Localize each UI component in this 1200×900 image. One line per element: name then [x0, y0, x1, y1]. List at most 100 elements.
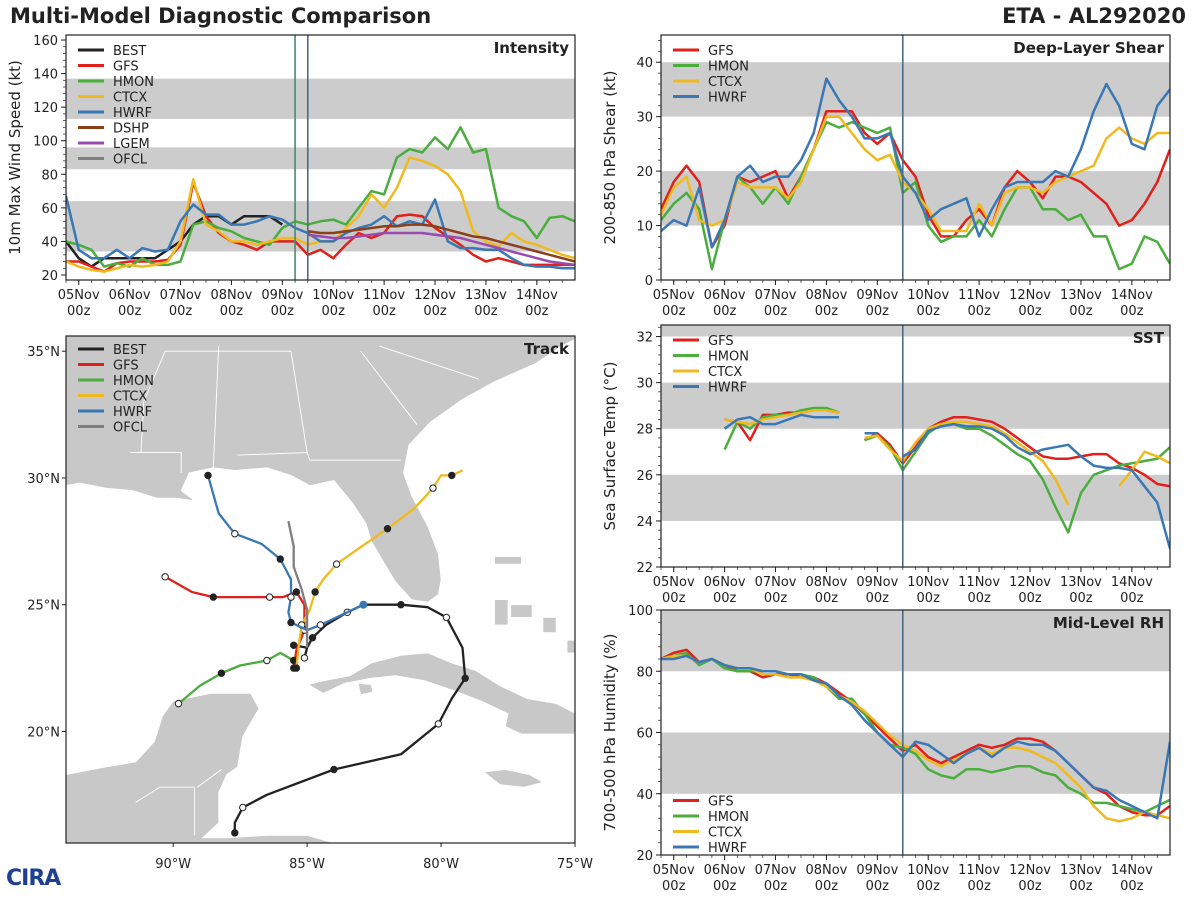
x-tick-label: 09Nov [856, 575, 898, 590]
state-border [140, 351, 166, 453]
state-border [360, 350, 418, 425]
legend-label-hwrf: HWRF [708, 841, 747, 856]
lat-tick-label: 30°N [27, 472, 60, 487]
land-central-america [66, 693, 335, 843]
track-point-best [434, 720, 443, 728]
x-tick-label: 14Nov [1111, 288, 1153, 303]
y-tick-label: 160 [33, 34, 58, 49]
series-line-gfs [661, 109, 1170, 249]
series-line-dshp [307, 223, 575, 263]
x-tick-sublabel: 00z [866, 591, 890, 606]
y-tick-label: 120 [33, 101, 58, 116]
y-tick-label: 80 [636, 665, 653, 680]
series-line-hmon [661, 120, 1170, 271]
panel-title: SST [1133, 329, 1165, 347]
track-point-best [442, 613, 451, 622]
x-tick-label: 07Nov [160, 288, 202, 303]
track-point-gfs [161, 573, 169, 581]
legend-label-lgem: LGEM [113, 137, 150, 152]
track-point-ctcx [292, 664, 301, 672]
lon-tick-label: 75°W [557, 857, 593, 872]
y-tick-label: 20 [636, 849, 653, 864]
y-tick-label: 40 [636, 788, 653, 803]
x-tick-label: 08Nov [805, 288, 847, 303]
x-tick-sublabel: 00z [67, 304, 91, 319]
x-tick-label: 09Nov [856, 288, 898, 303]
x-tick-sublabel: 00z [917, 591, 941, 606]
x-tick-sublabel: 00z [662, 591, 686, 606]
y-tick-label: 40 [636, 56, 653, 71]
track-point-hwrf [231, 530, 239, 538]
series-line-hmon [66, 126, 575, 268]
legend-label-ctcx: CTCX [708, 826, 742, 841]
x-tick-sublabel: 00z [662, 304, 686, 319]
track-legend-label-ofcl: OFCL [113, 421, 148, 436]
legend-label-dshp: DSHP [113, 122, 149, 137]
panel-title: Mid-Level RH [1053, 614, 1164, 632]
legend-label-hwrf: HWRF [708, 91, 747, 106]
x-tick-sublabel: 00z [322, 304, 346, 319]
lon-tick-label: 85°W [289, 857, 325, 872]
x-tick-label: 10Nov [907, 863, 949, 878]
y-tick-label: 140 [33, 68, 58, 83]
track-point-best [461, 674, 469, 682]
legend-label-hwrf: HWRF [113, 106, 152, 121]
land-bahamas-island [542, 617, 557, 633]
state-border [130, 452, 182, 473]
panel-title: Intensity [494, 39, 570, 57]
x-tick-label: 10Nov [907, 288, 949, 303]
x-tick-sublabel: 00z [967, 879, 991, 894]
track-point-hwrf [287, 618, 295, 627]
current-position-marker [359, 600, 368, 609]
x-tick-sublabel: 00z [866, 304, 890, 319]
chart-deep-layer-shearpanel: 01020304005Nov00z06Nov00z07Nov00z08Nov00… [601, 34, 1171, 319]
y-tick-label: 0 [645, 274, 653, 289]
x-tick-label: 06Nov [704, 575, 746, 590]
x-tick-label: 11Nov [958, 575, 1000, 590]
y-tick-label: 22 [636, 561, 653, 576]
x-tick-label: 05Nov [653, 575, 695, 590]
x-tick-label: 07Nov [755, 575, 797, 590]
x-tick-sublabel: 00z [1120, 879, 1144, 894]
y-tick-label: 30 [636, 111, 653, 126]
series-line-hwrf [66, 195, 575, 270]
y-axis-label: 10m Max Wind Speed (kt) [6, 60, 24, 255]
x-tick-label: 08Nov [805, 575, 847, 590]
panel-title: Deep-Layer Shear [1013, 39, 1164, 57]
x-tick-sublabel: 00z [271, 304, 295, 319]
series-line-hwrf [661, 654, 1170, 820]
track-title: Track [524, 340, 570, 358]
track-point-best [290, 641, 298, 649]
legend-label-gfs: GFS [708, 44, 734, 59]
legend-label-hmon: HMON [113, 75, 154, 90]
y-tick-label: 26 [636, 469, 653, 484]
legend-label-best: BEST [113, 44, 146, 59]
x-tick-label: 12Nov [1009, 575, 1051, 590]
legend-label-hmon: HMON [708, 810, 749, 825]
track-point-best [239, 803, 247, 812]
track-point-hmon [174, 699, 183, 708]
x-tick-sublabel: 00z [1120, 304, 1144, 319]
track-point-ctcx [448, 471, 456, 480]
land-jamaica [482, 769, 544, 788]
x-tick-sublabel: 00z [169, 304, 193, 319]
x-tick-label: 14Nov [1111, 863, 1153, 878]
legend-label-hmon: HMON [708, 350, 749, 365]
track-point-hwrf [276, 555, 284, 563]
x-tick-label: 05Nov [653, 288, 695, 303]
gray-band [661, 62, 1170, 117]
y-tick-label: 100 [33, 135, 58, 150]
track-point-hwrf [287, 593, 295, 601]
x-tick-label: 05Nov [58, 288, 100, 303]
x-tick-label: 09Nov [856, 863, 898, 878]
y-tick-label: 30 [636, 377, 653, 392]
x-tick-sublabel: 00z [1069, 879, 1093, 894]
chart-sstpanel: 22242628303205Nov00z06Nov00z07Nov00z08No… [601, 324, 1171, 606]
lat-tick-label: 35°N [27, 345, 60, 360]
track-point-gfs [292, 588, 301, 596]
x-tick-sublabel: 00z [815, 304, 839, 319]
y-tick-label: 28 [636, 423, 653, 438]
x-tick-sublabel: 00z [764, 304, 788, 319]
figure-title: Multi-Model Diagnostic Comparison [10, 4, 432, 28]
lat-tick-label: 25°N [27, 599, 60, 614]
